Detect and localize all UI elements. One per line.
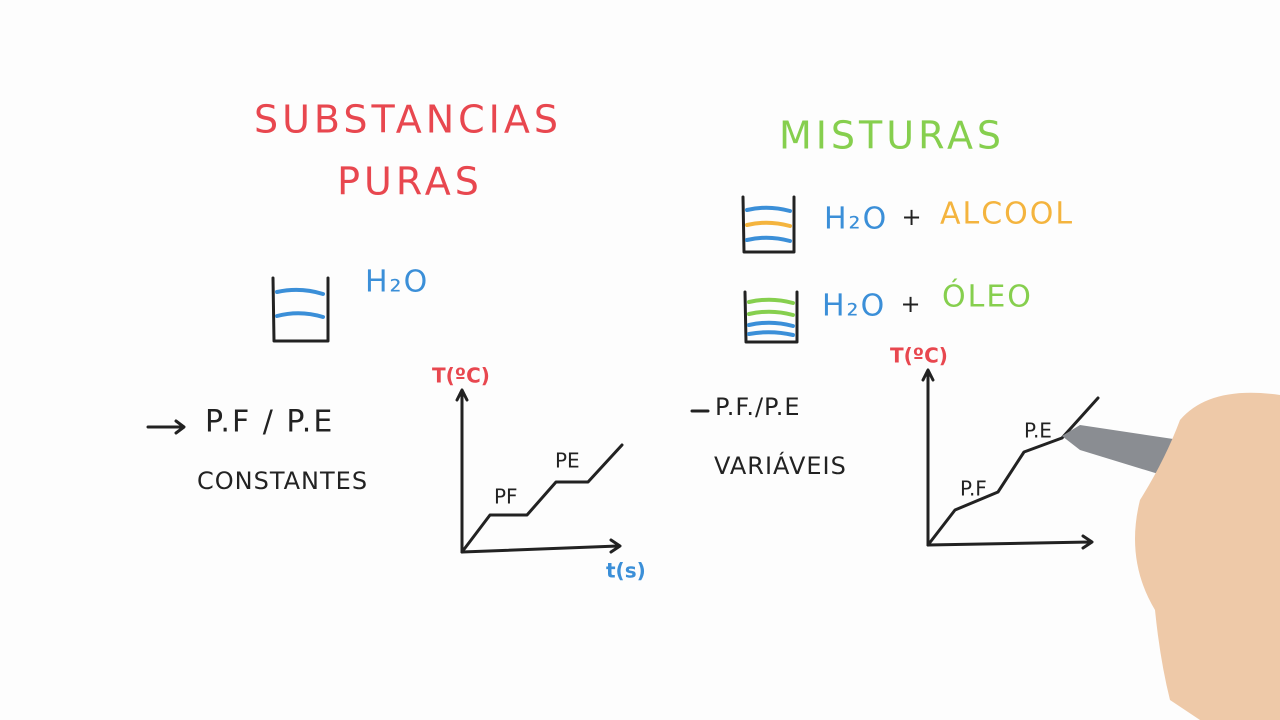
property: P.F / P.E [205,405,334,440]
state: CONSTANTES [197,467,368,495]
arrow [146,419,186,435]
axes [921,368,1094,550]
water-waves [275,287,325,319]
mixture-a: H₂O [822,289,886,324]
plateau-label: PF [494,485,518,509]
heating-curve [926,396,1100,547]
oil-waves [747,297,795,317]
plus: + [900,290,921,318]
mixture-b: ÓLEO [942,278,1033,315]
hand [1135,392,1280,720]
hand-with-marker [1062,392,1280,720]
axes [455,388,622,554]
beaker [271,276,330,343]
left-title-2: PURAS [337,160,483,204]
right-title: MISTURAS [779,114,1005,158]
x-axis-label: t(s) [606,559,646,583]
mixture-b: ALCOOL [940,197,1074,232]
water-waves [747,320,795,337]
heating-curve [460,443,624,554]
alcohol-wave [745,220,792,228]
plateau-label: P.F [960,477,987,501]
plateau-label: PE [555,449,580,473]
substance: H₂O [365,265,429,300]
y-axis-label: T(ºC) [432,364,490,388]
beaker [741,195,796,254]
mixture-a: H₂O [824,202,888,237]
marker [1062,425,1180,480]
plus: + [901,203,922,231]
left-title-1: SUBSTANCIAS [254,98,562,142]
state: VARIÁVEIS [714,451,847,480]
y-axis-label: T(ºC) [890,344,948,368]
property: P.F./P.E [715,393,801,421]
water-waves [745,205,792,243]
plateau-label: P.E [1024,419,1052,443]
beaker [743,290,799,344]
